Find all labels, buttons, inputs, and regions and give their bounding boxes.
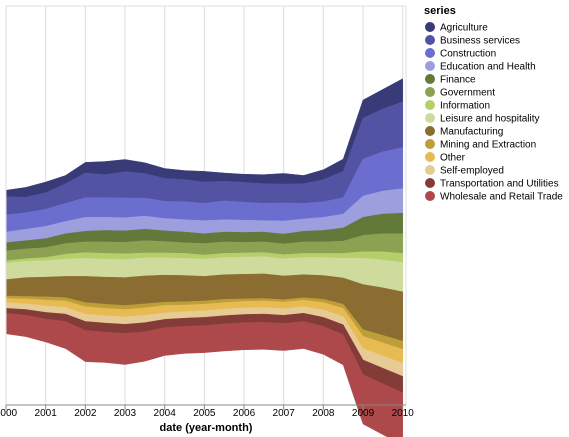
legend-label: Leisure and hospitality bbox=[440, 114, 540, 125]
legend-swatch bbox=[425, 165, 435, 175]
legend-swatch bbox=[425, 152, 435, 162]
x-tick-label: 2001 bbox=[35, 408, 58, 419]
legend-label: Construction bbox=[440, 49, 496, 60]
legend-swatch bbox=[425, 61, 435, 71]
legend-label: Finance bbox=[440, 75, 476, 86]
x-tick-label: 2006 bbox=[233, 408, 256, 419]
x-tick-label: 2002 bbox=[74, 408, 97, 419]
legend-swatch bbox=[425, 126, 435, 136]
x-tick-label: 2009 bbox=[352, 408, 375, 419]
x-tick-label: 2004 bbox=[154, 408, 177, 419]
legend-label: Information bbox=[440, 101, 490, 112]
legend-swatch bbox=[425, 35, 435, 45]
legend-title: series bbox=[424, 5, 456, 17]
x-tick-label: 2003 bbox=[114, 408, 137, 419]
legend-swatch bbox=[425, 48, 435, 58]
legend-swatch bbox=[425, 113, 435, 123]
x-axis: 2000 2001 2002 2003 2004 2005 2006 2007 2008 2009… bbox=[0, 404, 415, 419]
legend-swatch bbox=[425, 87, 435, 97]
legend-label: Government bbox=[440, 88, 495, 99]
x-tick-label: 2010 bbox=[392, 408, 415, 419]
legend-label: Agriculture bbox=[440, 23, 488, 34]
legend-label: Self-employed bbox=[440, 166, 504, 177]
legend-swatch bbox=[425, 139, 435, 149]
legend: series Agriculture Business services Const… bbox=[424, 5, 563, 203]
x-tick-label: 2007 bbox=[273, 408, 296, 419]
legend-swatch bbox=[425, 100, 435, 110]
x-tick-label: 2000 bbox=[0, 408, 18, 419]
x-tick-label: 2008 bbox=[312, 408, 335, 419]
x-tick-label: 2005 bbox=[193, 408, 216, 419]
stream-areas bbox=[5, 78, 403, 437]
legend-swatch bbox=[425, 74, 435, 84]
stream-area bbox=[5, 312, 403, 437]
legend-label: Transportation and Utilities bbox=[440, 179, 559, 190]
legend-label: Other bbox=[440, 153, 466, 164]
legend-swatch bbox=[425, 191, 435, 201]
legend-label: Mining and Extraction bbox=[440, 140, 536, 151]
x-axis-title: date (year-month) bbox=[160, 422, 253, 434]
legend-label: Education and Health bbox=[440, 62, 536, 73]
legend-swatch bbox=[425, 178, 435, 188]
legend-swatch bbox=[425, 22, 435, 32]
legend-label: Wholesale and Retail Trade bbox=[440, 192, 563, 203]
legend-label: Manufacturing bbox=[440, 127, 503, 138]
legend-label: Business services bbox=[440, 36, 520, 47]
